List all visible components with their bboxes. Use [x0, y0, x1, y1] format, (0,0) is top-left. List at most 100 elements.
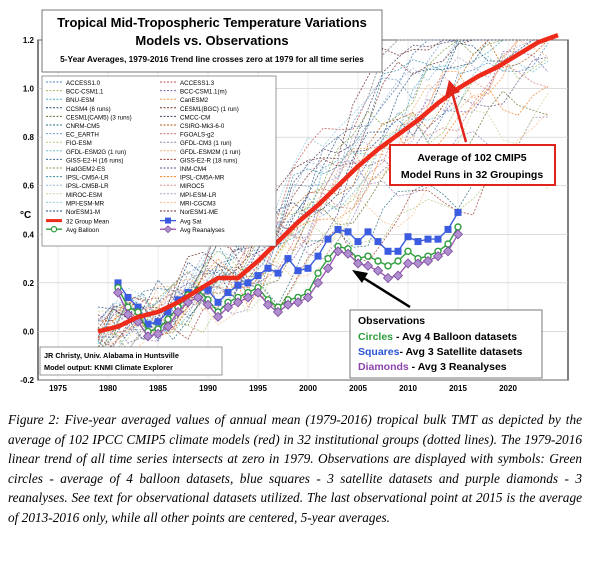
legend-label: IPSL-CM5A-MR	[180, 175, 225, 182]
square-marker	[264, 264, 272, 272]
model-line	[97, 39, 548, 351]
data-series	[97, 32, 559, 342]
diamond-marker	[322, 263, 334, 274]
diamond-marker	[142, 331, 154, 342]
legend-label: ACCESS1.3	[180, 80, 215, 87]
square-marker	[134, 303, 142, 311]
models-annotation-line1: Average of 102 CMIP5	[417, 152, 526, 164]
circle-marker	[404, 247, 412, 255]
diamond-marker	[342, 248, 354, 259]
square-marker	[354, 238, 362, 246]
legend-label: BCC-CSM1.1(m)	[180, 89, 227, 96]
obs-line: Diamonds - Avg 3 Reanalyses	[358, 361, 507, 373]
square-marker	[294, 267, 302, 275]
legend-label: FGOALS-g2	[180, 132, 215, 139]
series-line	[97, 32, 559, 334]
legend-label: Avg Reanalyses	[180, 227, 225, 234]
obs-line: Circles - Avg 4 Balloon datasets	[358, 331, 517, 343]
diamond-marker	[242, 292, 254, 303]
credit-line1: JR Christy, Univ. Alabama in Huntsville	[44, 351, 179, 360]
legend-label: 32 Group Mean	[66, 219, 110, 226]
legend-label: CNRM-CM5	[66, 123, 100, 130]
credit-line2: Model output: KNMI Climate Explorer	[44, 363, 173, 372]
legend: ACCESS1.0 ACCESS1.3 BCC-CSM1.1 BCC-CSM1.1(m…	[46, 80, 241, 234]
circle-marker	[394, 257, 402, 265]
square-marker	[404, 233, 412, 241]
model-line	[97, 39, 548, 336]
diamond-marker	[232, 297, 244, 308]
diamond-marker	[312, 277, 324, 288]
model-line	[97, 147, 549, 353]
square-marker	[234, 281, 242, 289]
diamond-marker	[412, 258, 424, 269]
legend-label: CanESM2	[180, 97, 209, 104]
y-tick-label: 1.0	[23, 85, 35, 94]
square-marker	[394, 247, 402, 255]
circle-marker	[384, 262, 392, 270]
credit-box	[39, 346, 223, 376]
legend-label: INM-CM4	[180, 166, 207, 173]
obs-line: Squares- Avg 3 Satellite datasets	[358, 346, 523, 358]
square-marker	[204, 286, 212, 294]
legend-label: ACCESS1.0	[66, 80, 101, 87]
square-marker	[434, 235, 442, 243]
square-marker	[454, 208, 462, 216]
models-arrow	[450, 91, 468, 143]
diamond-marker	[222, 302, 234, 313]
y-tick-label: 0.6	[23, 182, 35, 191]
square-marker	[144, 320, 152, 328]
square-marker	[364, 228, 372, 236]
models-arrowhead	[445, 80, 460, 97]
legend-label: EC_EARTH	[66, 132, 99, 139]
diamond-marker	[282, 299, 294, 310]
legend-label: CSIRO-Mk3-6-0	[180, 123, 225, 130]
diamond-marker	[392, 270, 404, 281]
model-line	[97, 111, 549, 357]
square-marker	[414, 238, 422, 246]
model-line	[97, 116, 549, 342]
obs-arrowhead	[352, 270, 368, 283]
model-line	[97, 146, 549, 354]
legend-label: Avg Balloon	[66, 227, 99, 234]
circle-marker	[324, 254, 332, 263]
diamond-marker	[442, 246, 454, 257]
diamond-marker	[262, 299, 274, 310]
legend-label: MPI-ESM-LR	[180, 192, 217, 199]
x-tick-label: 1985	[149, 384, 167, 393]
diamond-marker	[352, 258, 364, 269]
models-annotation-box	[389, 144, 556, 186]
legend-label: NorESM1-ME	[180, 209, 218, 216]
diamond-marker	[252, 287, 264, 298]
obs-arrow	[361, 275, 411, 309]
square-marker	[284, 255, 292, 263]
square-marker	[424, 235, 432, 243]
model-line	[97, 39, 549, 338]
model-line	[97, 90, 549, 354]
circle-marker	[364, 252, 372, 260]
circle-marker	[314, 269, 322, 277]
model-line	[97, 42, 549, 342]
legend-label: GISS-E2-H (16 runs)	[66, 157, 123, 164]
obs-lines: Circles - Avg 4 Balloon datasets Squares-…	[358, 331, 523, 373]
diamond-marker	[382, 272, 394, 284]
square-marker	[384, 247, 392, 255]
figure-caption: Figure 2: Five-year averaged values of a…	[8, 412, 582, 525]
square-marker	[164, 308, 172, 316]
legend-label: Avg Sat	[180, 219, 202, 226]
chart-subtitle: 5-Year Averages, 1979-2016 Trend line cr…	[60, 54, 364, 64]
circle-marker	[444, 240, 452, 248]
legend-label: BNU-ESM	[66, 97, 95, 104]
legend-label: CCSM4 (6 runs)	[66, 106, 111, 113]
y-tick-label: 0.2	[23, 279, 35, 288]
diamond-marker	[402, 258, 414, 269]
y-tick-label: 0.4	[23, 230, 35, 239]
legend-label: IPSL-CM5A-LR	[66, 175, 109, 182]
diamond-marker	[332, 246, 344, 257]
legend-label: FIO-ESM	[66, 140, 92, 147]
legend-label: IPSL-CM5B-LR	[66, 183, 109, 190]
legend-label: CESM1(BGC) (1 run)	[180, 106, 239, 113]
diamond-marker	[112, 287, 124, 298]
square-marker	[344, 228, 352, 236]
chart-title-line2: Models vs. Observations	[135, 33, 288, 48]
diamond-marker	[362, 260, 374, 271]
